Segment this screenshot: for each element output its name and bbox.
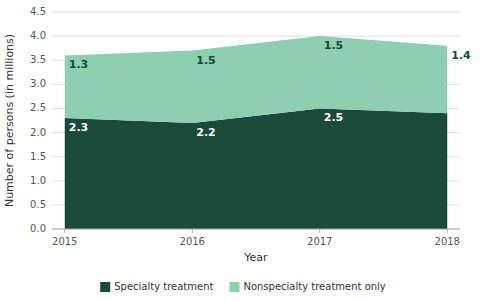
y-tick-label: 3.5 xyxy=(30,54,46,65)
data-label: 2.3 xyxy=(69,121,89,134)
data-label: 1.5 xyxy=(196,54,216,67)
x-axis-line xyxy=(52,229,460,230)
legend-label: Specialty treatment xyxy=(114,281,213,292)
x-tick-label: 2017 xyxy=(307,236,332,247)
y-tick-label: 4.5 xyxy=(30,6,46,17)
y-tick-label: 1.0 xyxy=(30,175,46,186)
chart: 0.0 0.5 1.0 1.5 2.0 2.5 3.0 3.5 4.0 4.5 2015 2016 20… xyxy=(0,0,486,301)
data-label: 1.5 xyxy=(324,39,344,52)
data-label: 2.4 xyxy=(451,116,471,129)
x-tick-label: 2016 xyxy=(180,236,205,247)
plot-area xyxy=(65,36,448,229)
data-label: 1.3 xyxy=(69,58,89,71)
grid xyxy=(52,12,460,229)
chart-container: 0.0 0.5 1.0 1.5 2.0 2.5 3.0 3.5 4.0 4.5 2015 2016 20… xyxy=(0,0,486,301)
x-tick-label: 2018 xyxy=(435,236,460,247)
y-tick-label: 4.0 xyxy=(30,30,46,41)
area xyxy=(65,108,448,229)
x-tick xyxy=(319,229,320,233)
data-label: 1.4 xyxy=(451,49,471,62)
legend: Specialty treatment Nonspecialty treatmen… xyxy=(100,281,386,292)
legend-label: Nonspecialty treatment only xyxy=(243,281,385,292)
data-label: 2.5 xyxy=(324,111,344,124)
grid-line xyxy=(52,229,460,230)
legend-swatch xyxy=(229,282,239,292)
y-tick-label: 3.0 xyxy=(30,78,46,89)
grid-line xyxy=(52,12,460,13)
y-tick-label: 0.0 xyxy=(30,223,46,234)
y-axis-label: Number of persons (in millions) xyxy=(3,34,16,207)
legend-item: Specialty treatment xyxy=(100,281,213,292)
x-axis-label: Year xyxy=(243,251,268,264)
x-tick xyxy=(447,229,448,233)
y-tick-label: 2.0 xyxy=(30,127,46,138)
grid-line xyxy=(52,36,460,37)
x-tick-label: 2015 xyxy=(52,236,77,247)
legend-item: Nonspecialty treatment only xyxy=(229,281,385,292)
x-tick xyxy=(192,229,193,233)
y-tick-label: 1.5 xyxy=(30,151,46,162)
data-label: 2.2 xyxy=(196,126,216,139)
y-tick-label: 2.5 xyxy=(30,102,46,113)
x-tick xyxy=(64,229,65,233)
y-tick-label: 0.5 xyxy=(30,199,46,210)
legend-swatch xyxy=(100,282,110,292)
area xyxy=(65,36,448,123)
